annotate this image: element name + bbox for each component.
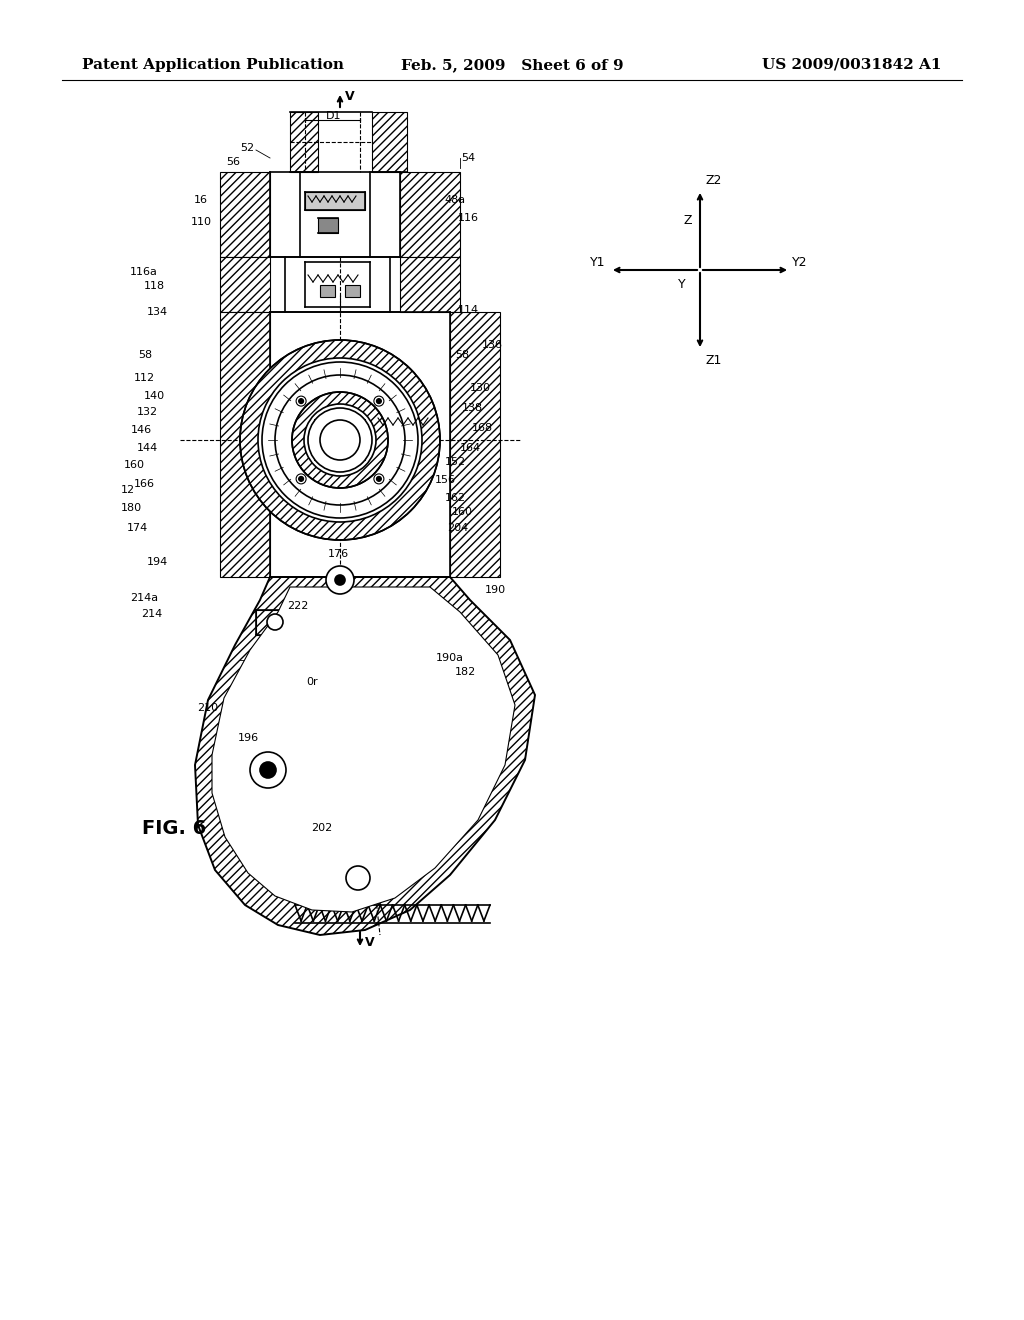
Circle shape [292, 392, 388, 488]
Text: 214: 214 [140, 609, 162, 619]
Text: Z1: Z1 [705, 354, 721, 367]
Circle shape [267, 614, 283, 630]
Circle shape [377, 477, 381, 482]
Text: 160: 160 [452, 507, 472, 517]
Circle shape [275, 375, 406, 506]
Text: Y: Y [678, 277, 686, 290]
Bar [256, 610, 296, 635]
Text: 152: 152 [444, 457, 466, 467]
Text: 156: 156 [434, 475, 456, 484]
Circle shape [335, 576, 345, 585]
Bar [372, 112, 407, 172]
Bar [318, 218, 338, 234]
Text: 118: 118 [144, 281, 165, 290]
Text: Patent Application Publication: Patent Application Publication [82, 58, 344, 73]
Polygon shape [195, 577, 535, 935]
Bar [400, 257, 460, 312]
Text: 130: 130 [469, 383, 490, 393]
Bar [220, 172, 270, 257]
Text: 210: 210 [197, 704, 218, 713]
Text: Z2: Z2 [705, 173, 721, 186]
Text: 16: 16 [194, 195, 208, 205]
Text: 194: 194 [146, 557, 168, 568]
Circle shape [260, 762, 276, 777]
Text: 174: 174 [127, 523, 148, 533]
Text: 166: 166 [134, 479, 155, 488]
Text: 56: 56 [226, 157, 240, 168]
Text: Feb. 5, 2009   Sheet 6 of 9: Feb. 5, 2009 Sheet 6 of 9 [400, 58, 624, 73]
Text: 112: 112 [134, 374, 155, 383]
Text: 132: 132 [137, 407, 158, 417]
Text: 146: 146 [131, 425, 152, 436]
Text: 162: 162 [444, 492, 466, 503]
Bar [220, 312, 270, 577]
Text: 138: 138 [462, 403, 482, 413]
Circle shape [262, 362, 418, 517]
Text: 48a: 48a [444, 195, 466, 205]
Text: FIG. 6: FIG. 6 [142, 818, 206, 837]
Circle shape [319, 420, 360, 459]
Text: 52: 52 [240, 143, 254, 153]
Text: 110: 110 [191, 216, 212, 227]
Text: 214a: 214a [130, 593, 158, 603]
Circle shape [240, 341, 440, 540]
Text: V: V [345, 90, 354, 103]
Text: 222: 222 [288, 601, 308, 611]
Bar [400, 172, 460, 257]
Text: Z: Z [684, 214, 692, 227]
Text: 180: 180 [121, 503, 142, 513]
Text: 54: 54 [461, 153, 475, 162]
Text: 116a: 116a [130, 267, 158, 277]
Circle shape [374, 396, 384, 407]
Text: 58: 58 [455, 350, 469, 360]
Text: 190a: 190a [436, 653, 464, 663]
Circle shape [250, 752, 286, 788]
Text: 182: 182 [455, 667, 475, 677]
Text: 204: 204 [447, 523, 469, 533]
Text: 116: 116 [458, 213, 478, 223]
Text: 164: 164 [460, 444, 480, 453]
Text: US 2009/0031842 A1: US 2009/0031842 A1 [763, 58, 942, 73]
Text: 168: 168 [471, 422, 493, 433]
Text: 12: 12 [121, 484, 135, 495]
Text: Y1: Y1 [590, 256, 606, 268]
Bar [295, 414, 310, 465]
Circle shape [346, 866, 370, 890]
Bar [319, 285, 335, 297]
Bar [290, 112, 318, 172]
Text: 58: 58 [138, 350, 152, 360]
Text: Y2: Y2 [793, 256, 808, 268]
Text: 190: 190 [484, 585, 506, 595]
Text: 140: 140 [144, 391, 165, 401]
Circle shape [374, 474, 384, 484]
Circle shape [308, 408, 372, 473]
Bar [345, 285, 360, 297]
Text: D1: D1 [327, 111, 342, 121]
Circle shape [326, 566, 354, 594]
Circle shape [377, 399, 381, 404]
Text: 136: 136 [481, 341, 503, 350]
Text: V: V [366, 936, 375, 949]
Text: 202: 202 [311, 822, 333, 833]
Polygon shape [212, 587, 515, 912]
Text: 134: 134 [146, 308, 168, 317]
Bar [305, 191, 365, 210]
Bar [315, 420, 365, 459]
Circle shape [296, 396, 306, 407]
Text: 114: 114 [458, 305, 478, 315]
Circle shape [299, 399, 303, 404]
Text: 196: 196 [238, 733, 259, 743]
Circle shape [296, 474, 306, 484]
Text: 0r: 0r [306, 677, 318, 686]
Text: 176: 176 [328, 549, 348, 558]
Bar [450, 312, 500, 577]
Circle shape [299, 477, 303, 482]
Bar [220, 257, 270, 312]
Text: 160: 160 [124, 459, 145, 470]
Text: 144: 144 [137, 444, 158, 453]
